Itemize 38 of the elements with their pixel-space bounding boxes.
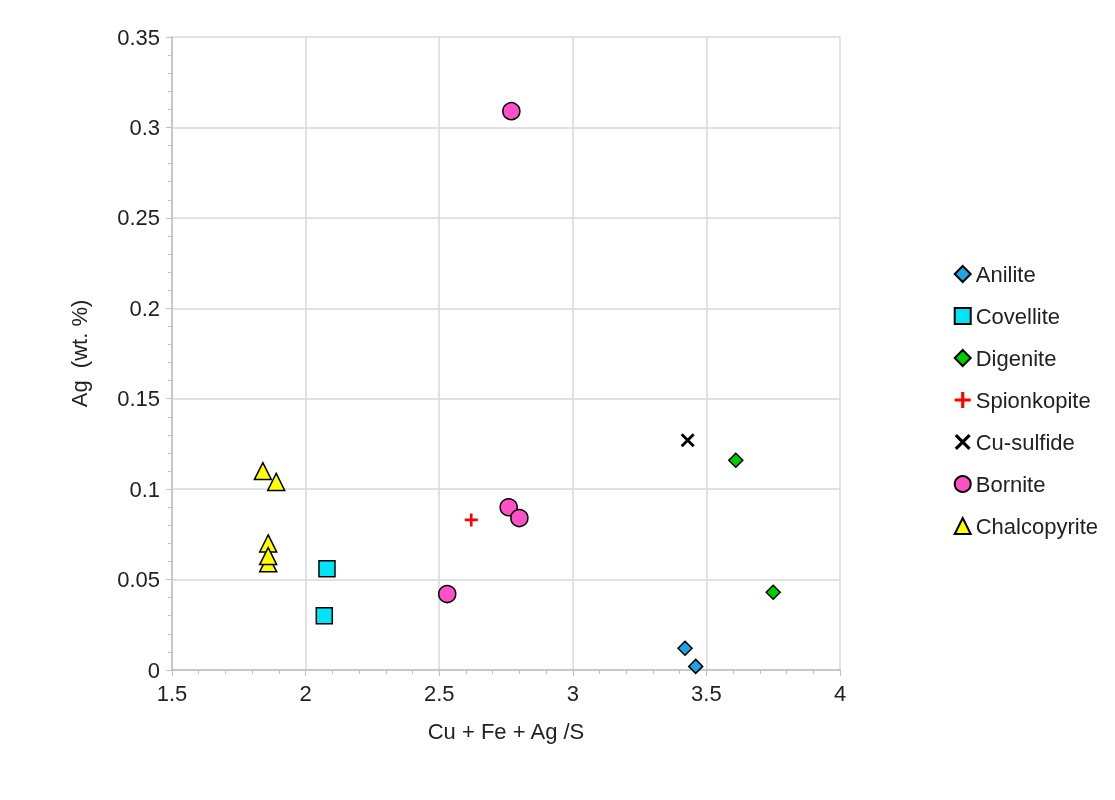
point: [728, 452, 744, 468]
legend-label: Anilite: [975, 261, 1036, 287]
y-tick-label: 0.2: [129, 295, 160, 321]
point: [258, 546, 278, 566]
legend-label: Digenite: [975, 345, 1057, 371]
legend-label: Bornite: [975, 471, 1046, 497]
point: [765, 584, 781, 600]
x-tick-label: 3: [566, 680, 579, 706]
y-axis-title: Ag (wt. %): [66, 299, 92, 408]
x-axis-title: Cu + Fe + Ag /S: [427, 718, 585, 744]
x-tick-label: 2: [299, 680, 312, 706]
point: [315, 606, 334, 625]
point: [510, 508, 529, 528]
point: [464, 513, 478, 527]
y-tick-label: 0.05: [117, 567, 160, 593]
legend-label: Chalcopyrite: [975, 513, 1098, 539]
y-tick-label: 0.1: [129, 476, 160, 502]
x-tick-label: 2.5: [423, 680, 455, 706]
point: [680, 433, 695, 448]
legend-label: Cu-sulfide: [975, 429, 1075, 455]
x-tick-label: 1.5: [156, 680, 188, 706]
y-tick-label: 0.35: [117, 24, 160, 50]
y-tick-label: 0.15: [117, 386, 160, 412]
y-tick-label: 0: [147, 657, 160, 683]
y-tick-label: 0.25: [117, 205, 160, 231]
legend-label: Covellite: [975, 303, 1061, 329]
point: [687, 658, 704, 675]
point: [253, 461, 273, 481]
legend-label: Spionkopite: [975, 387, 1091, 413]
point: [502, 101, 521, 121]
y-tick-label: 0.3: [129, 114, 160, 140]
point: [499, 497, 518, 517]
x-tick-label: 3.5: [691, 680, 722, 706]
point: [677, 640, 693, 657]
point: [437, 584, 457, 604]
point: [266, 472, 286, 492]
x-tick-label: 4: [833, 680, 847, 706]
point: [318, 559, 336, 578]
